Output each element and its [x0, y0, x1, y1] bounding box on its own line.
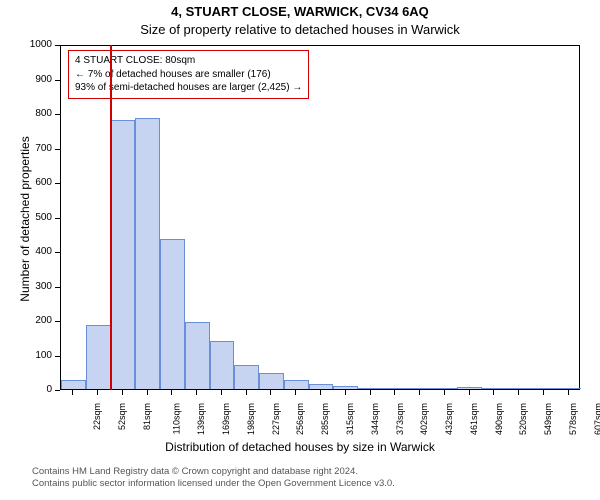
x-tick [543, 390, 544, 395]
x-tick-label: 198sqm [246, 403, 256, 435]
x-tick [568, 390, 569, 395]
x-tick-label: 578sqm [568, 403, 578, 435]
x-tick-label: 402sqm [419, 403, 429, 435]
attribution-line2: Contains public sector information licen… [32, 478, 395, 490]
histogram-bar [457, 387, 482, 389]
y-tick [55, 390, 60, 391]
x-tick-label: 169sqm [221, 403, 231, 435]
x-tick-label: 344sqm [370, 403, 380, 435]
y-tick [55, 149, 60, 150]
histogram-bar [408, 388, 433, 389]
y-tick [55, 356, 60, 357]
histogram-bar [531, 388, 556, 389]
y-tick [55, 287, 60, 288]
x-tick [196, 390, 197, 395]
y-tick-label: 0 [22, 384, 52, 395]
y-tick [55, 114, 60, 115]
x-tick-label: 461sqm [469, 403, 479, 435]
histogram-bar [234, 365, 259, 389]
x-tick-label: 607sqm [593, 403, 600, 435]
chart-container: 4, STUART CLOSE, WARWICK, CV34 6AQ Size … [0, 0, 600, 500]
histogram-bar [507, 388, 532, 389]
x-axis-label: Distribution of detached houses by size … [0, 440, 600, 454]
histogram-bar [111, 120, 136, 389]
x-tick-label: 373sqm [395, 403, 405, 435]
property-marker-line [110, 45, 112, 390]
y-tick-label: 1000 [22, 39, 52, 50]
x-tick [419, 390, 420, 395]
y-tick-label: 500 [22, 212, 52, 223]
histogram-bar [383, 388, 408, 389]
x-tick [370, 390, 371, 395]
y-tick [55, 183, 60, 184]
histogram-bar [135, 118, 160, 389]
y-tick [55, 321, 60, 322]
y-tick [55, 45, 60, 46]
page-title-subtitle: Size of property relative to detached ho… [0, 22, 600, 37]
y-tick-label: 600 [22, 177, 52, 188]
y-tick-label: 400 [22, 246, 52, 257]
x-tick [97, 390, 98, 395]
x-tick-label: 52sqm [117, 403, 127, 430]
x-tick-label: 227sqm [271, 403, 281, 435]
x-tick [394, 390, 395, 395]
x-tick-label: 490sqm [494, 403, 504, 435]
page-title-address: 4, STUART CLOSE, WARWICK, CV34 6AQ [0, 4, 600, 19]
x-tick [147, 390, 148, 395]
x-tick-label: 139sqm [196, 403, 206, 435]
y-tick-label: 700 [22, 143, 52, 154]
histogram-bar [86, 325, 111, 389]
attribution-text: Contains HM Land Registry data © Crown c… [32, 466, 395, 491]
x-tick-label: 22sqm [92, 403, 102, 430]
attribution-line1: Contains HM Land Registry data © Crown c… [32, 466, 395, 478]
histogram-bar [556, 388, 581, 389]
histogram-bar [432, 388, 457, 389]
histogram-bar [160, 239, 185, 389]
x-tick [122, 390, 123, 395]
x-tick-label: 520sqm [518, 403, 528, 435]
histogram-bar [482, 388, 507, 389]
x-tick-label: 549sqm [543, 403, 553, 435]
histogram-bar [309, 384, 334, 389]
y-tick-label: 200 [22, 315, 52, 326]
histogram-bar [185, 322, 210, 389]
histogram-bar [284, 380, 309, 389]
x-tick [320, 390, 321, 395]
x-tick [469, 390, 470, 395]
x-tick-label: 432sqm [444, 403, 454, 435]
x-tick [246, 390, 247, 395]
x-tick [270, 390, 271, 395]
y-tick-label: 800 [22, 108, 52, 119]
annotation-box: 4 STUART CLOSE: 80sqm ← 7% of detached h… [68, 50, 309, 99]
y-tick [55, 80, 60, 81]
histogram-bar [358, 388, 383, 389]
x-tick-label: 81sqm [142, 403, 152, 430]
y-tick-label: 900 [22, 74, 52, 85]
x-tick [345, 390, 346, 395]
y-tick-label: 300 [22, 281, 52, 292]
y-tick [55, 252, 60, 253]
x-tick-label: 256sqm [296, 403, 306, 435]
x-tick [518, 390, 519, 395]
x-tick [444, 390, 445, 395]
y-tick [55, 218, 60, 219]
histogram-bar [333, 386, 358, 389]
x-tick [493, 390, 494, 395]
histogram-bar [210, 341, 235, 389]
histogram-bar [259, 373, 284, 389]
x-tick [171, 390, 172, 395]
x-tick [221, 390, 222, 395]
y-tick-label: 100 [22, 350, 52, 361]
x-tick [72, 390, 73, 395]
x-tick-label: 285sqm [320, 403, 330, 435]
x-tick-label: 110sqm [171, 403, 181, 434]
x-tick-label: 315sqm [345, 403, 355, 435]
histogram-bar [61, 380, 86, 389]
x-tick [295, 390, 296, 395]
